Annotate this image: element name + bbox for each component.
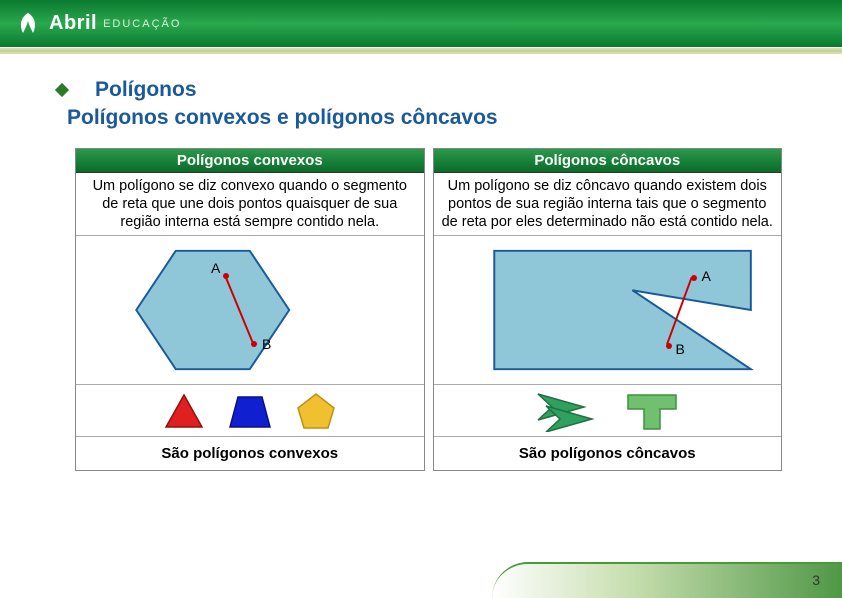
hexagon-svg — [76, 236, 424, 384]
point-a-label-concave: A — [702, 268, 711, 284]
header-underline — [0, 48, 842, 54]
title-secondary: Polígonos convexos e polígonos côncavos — [67, 106, 782, 130]
tshape-icon — [624, 389, 680, 433]
brand-name: Abril — [49, 12, 97, 35]
concave-figure: A B — [434, 235, 782, 385]
header-bar: Abril EDUCAÇÃO — [0, 0, 842, 48]
point-b-dot-concave — [666, 343, 672, 349]
convex-column: Polígonos convexos Um polígono se diz co… — [75, 148, 425, 471]
concave-shape — [494, 251, 751, 369]
bullet-icon — [55, 83, 69, 97]
convex-header: Polígonos convexos — [76, 149, 424, 173]
concave-footer: São polígonos côncavos — [434, 437, 782, 470]
point-b-label: B — [262, 336, 271, 352]
title-row: Polígonos — [75, 78, 782, 102]
trapezoid-icon — [226, 391, 274, 431]
convex-figure: A B — [76, 235, 424, 385]
concave-column: Polígonos côncavos Um polígono se diz cô… — [433, 148, 783, 471]
content-area: Polígonos Polígonos convexos e polígonos… — [0, 48, 842, 471]
concave-description: Um polígono se diz côncavo quando existe… — [434, 173, 782, 235]
convex-description: Um polígono se diz convexo quando o segm… — [76, 173, 424, 235]
leaf-icon — [15, 11, 41, 37]
point-a-dot-concave — [691, 275, 697, 281]
arrow-icon — [534, 390, 604, 432]
concave-header: Polígonos côncavos — [434, 149, 782, 173]
concave-small-shapes — [434, 385, 782, 437]
title-primary: Polígonos — [95, 78, 197, 102]
triangle-icon — [162, 391, 206, 431]
point-b-label-concave: B — [676, 341, 685, 357]
columns-container: Polígonos convexos Um polígono se diz co… — [75, 148, 782, 471]
concave-svg — [434, 236, 782, 384]
point-a-label: A — [211, 260, 220, 276]
page-number: 3 — [812, 572, 820, 588]
convex-footer: São polígonos convexos — [76, 437, 424, 470]
convex-small-shapes — [76, 385, 424, 437]
pentagon-icon — [294, 390, 338, 432]
footer-decoration — [492, 562, 842, 598]
brand-sub: EDUCAÇÃO — [103, 18, 181, 30]
